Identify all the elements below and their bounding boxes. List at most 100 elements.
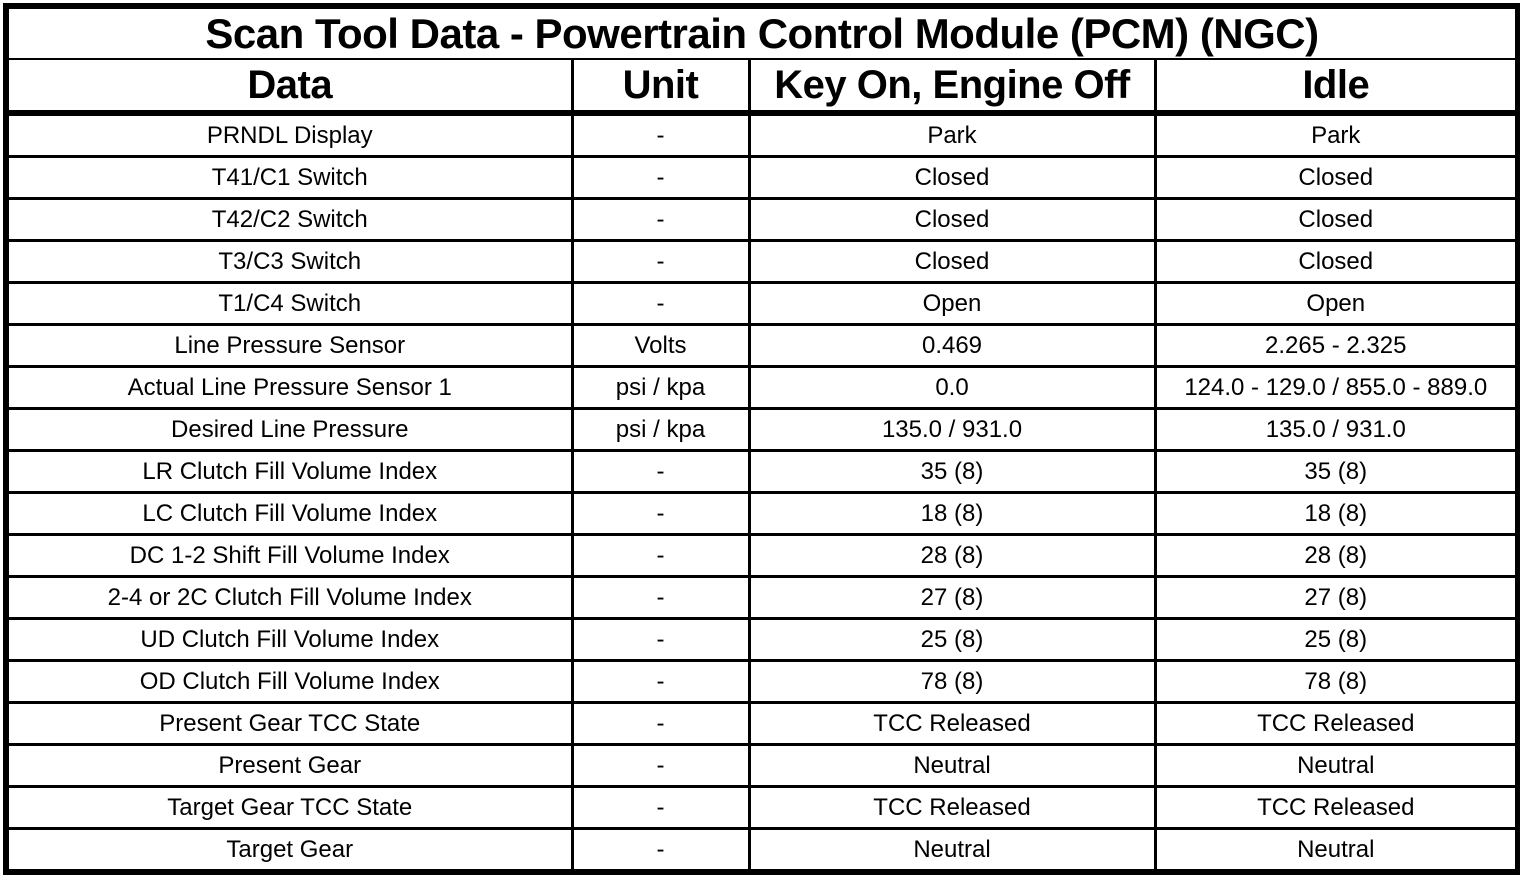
cell-data-label: Desired Line Pressure bbox=[4, 407, 574, 452]
cell-key-on-engine-off-value: 18 (8) bbox=[747, 491, 1157, 536]
column-header-idle: Idle bbox=[1153, 58, 1520, 116]
cell-data-label: Target Gear bbox=[4, 827, 574, 874]
cell-unit: - bbox=[570, 197, 751, 242]
cell-unit: - bbox=[570, 617, 751, 662]
cell-unit: - bbox=[570, 155, 751, 200]
cell-unit: - bbox=[570, 575, 751, 620]
cell-data-label: Present Gear bbox=[4, 743, 574, 788]
cell-key-on-engine-off-value: 27 (8) bbox=[747, 575, 1157, 620]
cell-key-on-engine-off-value: Closed bbox=[747, 239, 1157, 284]
cell-idle-value: 28 (8) bbox=[1153, 533, 1520, 578]
table-row: Desired Line Pressure psi / kpa 135.0 / … bbox=[4, 407, 1520, 452]
table-row: LR Clutch Fill Volume Index - 35 (8) 35 … bbox=[4, 449, 1520, 494]
cell-idle-value: 124.0 - 129.0 / 855.0 - 889.0 bbox=[1153, 365, 1520, 410]
cell-data-label: Line Pressure Sensor bbox=[4, 323, 574, 368]
table-body: PRNDL Display - Park Park T41/C1 Switch … bbox=[4, 111, 1520, 874]
cell-key-on-engine-off-value: 25 (8) bbox=[747, 617, 1157, 662]
table-row: T41/C1 Switch - Closed Closed bbox=[4, 155, 1520, 200]
table-row: Line Pressure Sensor Volts 0.469 2.265 -… bbox=[4, 323, 1520, 368]
table-row: T3/C3 Switch - Closed Closed bbox=[4, 239, 1520, 284]
cell-key-on-engine-off-value: TCC Released bbox=[747, 785, 1157, 830]
cell-key-on-engine-off-value: 0.469 bbox=[747, 323, 1157, 368]
cell-key-on-engine-off-value: 78 (8) bbox=[747, 659, 1157, 704]
cell-data-label: LR Clutch Fill Volume Index bbox=[4, 449, 574, 494]
cell-key-on-engine-off-value: 35 (8) bbox=[747, 449, 1157, 494]
cell-key-on-engine-off-value: 28 (8) bbox=[747, 533, 1157, 578]
cell-key-on-engine-off-value: Closed bbox=[747, 155, 1157, 200]
cell-data-label: UD Clutch Fill Volume Index bbox=[4, 617, 574, 662]
cell-idle-value: 18 (8) bbox=[1153, 491, 1520, 536]
cell-idle-value: 27 (8) bbox=[1153, 575, 1520, 620]
table-row: T1/C4 Switch - Open Open bbox=[4, 281, 1520, 326]
cell-key-on-engine-off-value: Neutral bbox=[747, 827, 1157, 874]
cell-unit: - bbox=[570, 449, 751, 494]
cell-idle-value: Closed bbox=[1153, 155, 1520, 200]
cell-data-label: PRNDL Display bbox=[4, 111, 574, 158]
cell-idle-value: 2.265 - 2.325 bbox=[1153, 323, 1520, 368]
column-header-key-on-engine-off: Key On, Engine Off bbox=[747, 58, 1157, 116]
cell-data-label: 2-4 or 2C Clutch Fill Volume Index bbox=[4, 575, 574, 620]
cell-key-on-engine-off-value: Closed bbox=[747, 197, 1157, 242]
cell-idle-value: Closed bbox=[1153, 239, 1520, 284]
table-title-row: Scan Tool Data - Powertrain Control Modu… bbox=[4, 4, 1520, 60]
cell-unit: psi / kpa bbox=[570, 365, 751, 410]
cell-unit: - bbox=[570, 827, 751, 874]
table-row: UD Clutch Fill Volume Index - 25 (8) 25 … bbox=[4, 617, 1520, 662]
cell-key-on-engine-off-value: TCC Released bbox=[747, 701, 1157, 746]
column-header-unit: Unit bbox=[570, 58, 751, 116]
cell-idle-value: Park bbox=[1153, 111, 1520, 158]
table-row: OD Clutch Fill Volume Index - 78 (8) 78 … bbox=[4, 659, 1520, 704]
cell-unit: - bbox=[570, 659, 751, 704]
cell-data-label: LC Clutch Fill Volume Index bbox=[4, 491, 574, 536]
cell-idle-value: Neutral bbox=[1153, 743, 1520, 788]
cell-unit: - bbox=[570, 785, 751, 830]
cell-unit: - bbox=[570, 701, 751, 746]
cell-data-label: T42/C2 Switch bbox=[4, 197, 574, 242]
scan-tool-data-table: Scan Tool Data - Powertrain Control Modu… bbox=[3, 3, 1520, 875]
cell-data-label: Actual Line Pressure Sensor 1 bbox=[4, 365, 574, 410]
column-header-data: Data bbox=[4, 58, 574, 116]
cell-data-label: DC 1-2 Shift Fill Volume Index bbox=[4, 533, 574, 578]
table-row: PRNDL Display - Park Park bbox=[4, 111, 1520, 158]
cell-key-on-engine-off-value: Park bbox=[747, 111, 1157, 158]
cell-idle-value: 78 (8) bbox=[1153, 659, 1520, 704]
cell-idle-value: Neutral bbox=[1153, 827, 1520, 874]
cell-data-label: Target Gear TCC State bbox=[4, 785, 574, 830]
table-header-row: Data Unit Key On, Engine Off Idle bbox=[4, 58, 1520, 116]
table-row: Present Gear - Neutral Neutral bbox=[4, 743, 1520, 788]
table-row: Target Gear TCC State - TCC Released TCC… bbox=[4, 785, 1520, 830]
cell-unit: psi / kpa bbox=[570, 407, 751, 452]
cell-key-on-engine-off-value: 0.0 bbox=[747, 365, 1157, 410]
cell-key-on-engine-off-value: 135.0 / 931.0 bbox=[747, 407, 1157, 452]
cell-idle-value: 135.0 / 931.0 bbox=[1153, 407, 1520, 452]
cell-data-label: T41/C1 Switch bbox=[4, 155, 574, 200]
cell-data-label: T1/C4 Switch bbox=[4, 281, 574, 326]
cell-idle-value: TCC Released bbox=[1153, 701, 1520, 746]
cell-data-label: T3/C3 Switch bbox=[4, 239, 574, 284]
table-row: LC Clutch Fill Volume Index - 18 (8) 18 … bbox=[4, 491, 1520, 536]
cell-key-on-engine-off-value: Neutral bbox=[747, 743, 1157, 788]
table-row: 2-4 or 2C Clutch Fill Volume Index - 27 … bbox=[4, 575, 1520, 620]
table-row: Actual Line Pressure Sensor 1 psi / kpa … bbox=[4, 365, 1520, 410]
table-row: T42/C2 Switch - Closed Closed bbox=[4, 197, 1520, 242]
cell-unit: - bbox=[570, 533, 751, 578]
cell-idle-value: 35 (8) bbox=[1153, 449, 1520, 494]
cell-unit: - bbox=[570, 281, 751, 326]
table-row: Target Gear - Neutral Neutral bbox=[4, 827, 1520, 874]
cell-unit: - bbox=[570, 491, 751, 536]
cell-unit: Volts bbox=[570, 323, 751, 368]
cell-data-label: Present Gear TCC State bbox=[4, 701, 574, 746]
cell-idle-value: Open bbox=[1153, 281, 1520, 326]
table-row: DC 1-2 Shift Fill Volume Index - 28 (8) … bbox=[4, 533, 1520, 578]
cell-unit: - bbox=[570, 239, 751, 284]
cell-idle-value: 25 (8) bbox=[1153, 617, 1520, 662]
cell-unit: - bbox=[570, 111, 751, 158]
table-title: Scan Tool Data - Powertrain Control Modu… bbox=[4, 4, 1520, 60]
table-row: Present Gear TCC State - TCC Released TC… bbox=[4, 701, 1520, 746]
cell-idle-value: TCC Released bbox=[1153, 785, 1520, 830]
cell-idle-value: Closed bbox=[1153, 197, 1520, 242]
cell-unit: - bbox=[570, 743, 751, 788]
cell-data-label: OD Clutch Fill Volume Index bbox=[4, 659, 574, 704]
cell-key-on-engine-off-value: Open bbox=[747, 281, 1157, 326]
